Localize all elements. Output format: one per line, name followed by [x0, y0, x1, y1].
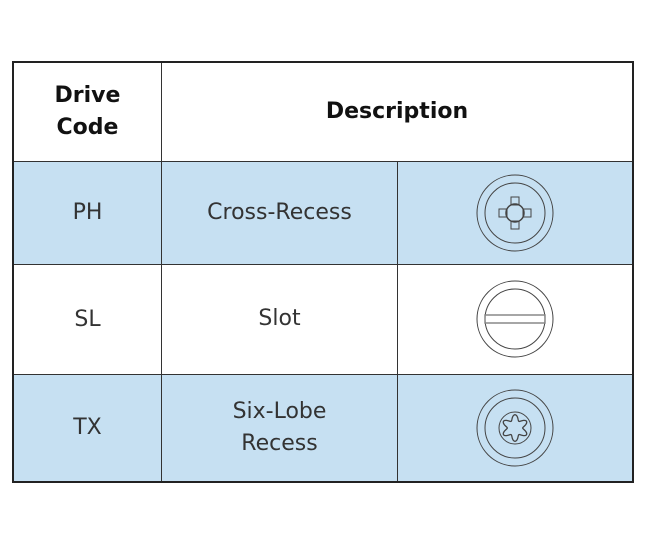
torx-drive-icon: [476, 389, 554, 467]
drive-code: PH: [12, 160, 162, 265]
drive-icon-cell: [397, 373, 634, 483]
header-row: Drive Code Description: [12, 61, 634, 162]
phillips-drive-icon: [476, 174, 554, 251]
drive-icon-cell: [397, 160, 634, 265]
drive-description: Six-Lobe Recess: [161, 373, 398, 483]
drive-icon-cell: [397, 263, 634, 375]
drive-code: SL: [12, 263, 162, 375]
drive-code: TX: [12, 373, 162, 483]
drive-description: Slot: [161, 263, 398, 375]
slot-drive-icon: [476, 280, 554, 358]
header-description: Description: [161, 61, 634, 162]
table-row: TX Six-Lobe Recess: [12, 373, 634, 483]
drive-description: Cross-Recess: [161, 160, 398, 265]
table-row: PH Cross-Recess: [12, 160, 634, 265]
table-row: SL Slot: [12, 263, 634, 375]
drive-code-table: Drive Code Description PH Cross-Recess S…: [12, 61, 634, 483]
header-drive-code: Drive Code: [12, 61, 162, 162]
